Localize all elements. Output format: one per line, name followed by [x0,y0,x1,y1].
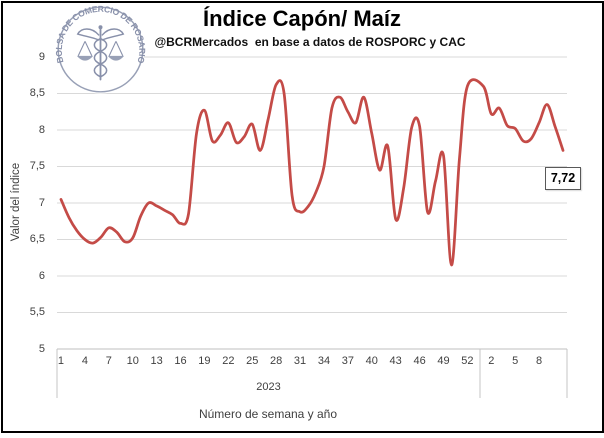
x-axis-title: Número de semana y año [198,407,338,421]
x-tick-label: 34 [317,355,331,367]
y-tick-label: 9 [38,50,45,63]
caduceus-icon [76,25,125,81]
x-tick-label: 5 [512,355,519,367]
x-tick-label: 2 [488,355,495,367]
y-tick-label: 6,5 [29,233,45,245]
y-tick-label: 5 [38,342,45,355]
x-tick-label: 1 [57,355,65,367]
chart-subtitle: @BCRMercados en base a datos de ROSPORC … [154,35,466,49]
scales-icon [76,41,125,61]
x-tick-label: 7 [105,355,112,367]
x-tick-label: 46 [413,355,426,367]
x-tick-label: 10 [126,355,139,367]
chart-title: Índice Capón/ Maíz [202,6,402,31]
x-tick-label: 4 [81,355,88,367]
y-tick-label: 6 [38,269,45,282]
y-tick-label: 7 [38,196,45,209]
y-tick-label: 5,5 [29,306,45,318]
x-tick-label: 49 [437,355,450,367]
y-tick-label: 7,5 [29,160,45,172]
x-tick-label: 8 [536,355,543,367]
bolsa-comercio-rosario-logo-icon: BOLSA DE COMERCIO DE ROSARIO [55,4,146,94]
x-tick-label: 40 [365,355,378,367]
x-tick-label: 37 [341,355,354,367]
x-tick-label: 43 [389,355,402,367]
x-tick-label: 19 [198,355,211,367]
y-tick-label: 8,5 [29,87,45,99]
x-tick-label: 16 [174,355,187,367]
x-tick-label: 22 [222,355,235,367]
x-tick-label: 13 [150,355,163,367]
x-tick-label: 25 [246,355,259,367]
last-value-label: 7,72 [545,167,581,190]
series-line [59,78,565,267]
year-label: 2023 [256,381,281,393]
x-tick-label: 52 [461,355,474,367]
y-tick-label: 8 [38,123,45,136]
x-tick-label: 31 [293,355,307,367]
x-tick-label: 28 [270,355,283,367]
